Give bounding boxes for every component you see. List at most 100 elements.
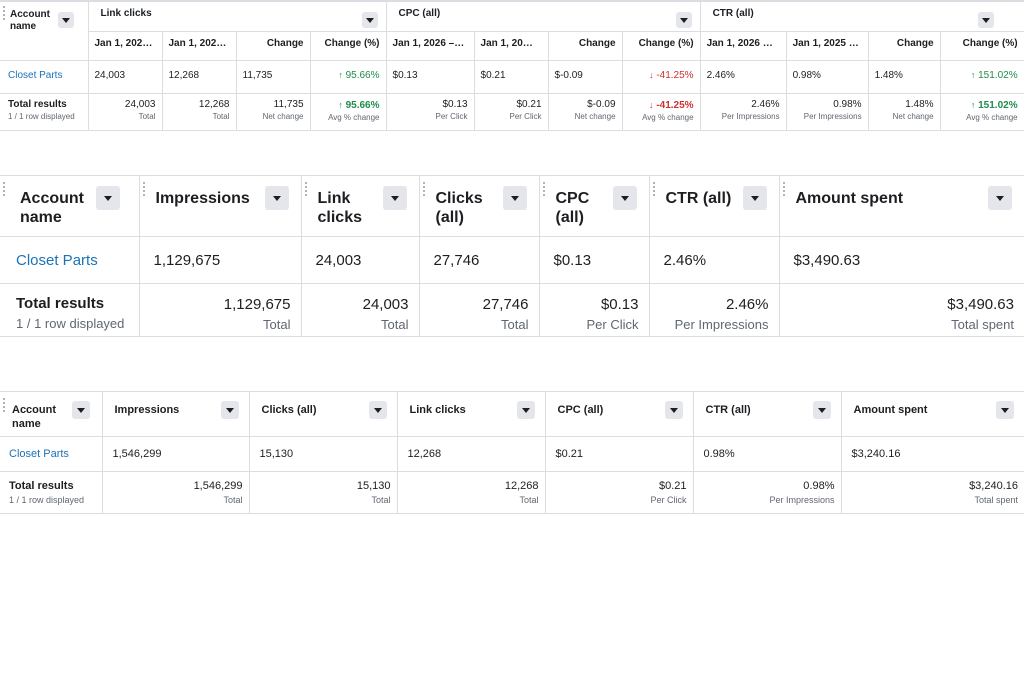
chevron-down-icon[interactable] xyxy=(96,186,120,210)
drag-handle-icon[interactable] xyxy=(304,182,309,196)
column-header-ctr[interactable]: CTR (all) xyxy=(693,391,842,437)
column-header-account-name[interactable]: Account name xyxy=(0,0,89,61)
cell-text: Per Click xyxy=(650,495,687,505)
totals-cell: $-0.09 Net change xyxy=(548,93,623,131)
column-header-link-clicks[interactable]: Link clicks xyxy=(301,175,420,237)
chevron-down-icon[interactable] xyxy=(502,186,527,210)
chevron-down-icon[interactable] xyxy=(664,401,683,419)
data-cell: 2.46% xyxy=(700,60,787,94)
cell-text: 11,735 xyxy=(242,70,273,81)
chevron-down-icon[interactable] xyxy=(612,186,637,210)
chevron-down-icon[interactable] xyxy=(264,186,289,210)
totals-value: ↓ -41.25% Avg % change xyxy=(623,94,700,124)
column-header-impressions[interactable]: Impressions xyxy=(139,175,302,237)
chevron-down-icon[interactable] xyxy=(382,186,407,210)
column-header-cpc[interactable]: CPC (all) xyxy=(545,391,694,437)
account-name-link[interactable]: Closet Parts xyxy=(0,436,103,472)
data-cell: 15,130 xyxy=(249,436,398,472)
totals-cell: $0.13 Per Click xyxy=(539,283,650,337)
column-header-clicks-all[interactable]: Clicks (all) xyxy=(249,391,398,437)
drag-handle-icon[interactable] xyxy=(3,398,7,412)
chevron-down-icon[interactable] xyxy=(812,401,831,419)
cell-text: 1,546,299 xyxy=(112,448,162,460)
totals-cell: 24,003 Total xyxy=(88,93,163,131)
chevron-down-icon[interactable] xyxy=(675,12,692,28)
subheader-date-previous[interactable]: Jan 1, 202… xyxy=(162,31,237,61)
chevron-down-icon[interactable] xyxy=(361,12,378,28)
chevron-down-icon[interactable] xyxy=(742,186,767,210)
group-header-cpc[interactable]: CPC (all) xyxy=(386,0,701,32)
subheader-date-previous[interactable]: Jan 1, 2025 … xyxy=(786,31,869,61)
totals-value: 0.98% Per Impressions xyxy=(694,472,841,507)
cell-text: Jan 1, 202… xyxy=(94,38,153,49)
subheader-date-current[interactable]: Jan 1, 2026 … xyxy=(700,31,787,61)
column-header-clicks-all[interactable]: Clicks (all) xyxy=(419,175,540,237)
group-header-link-clicks[interactable]: Link clicks xyxy=(88,0,387,32)
cell-text: Per Impressions xyxy=(674,317,769,332)
chevron-down-icon[interactable] xyxy=(220,401,239,419)
totals-value: ↓ -41.25% xyxy=(629,99,694,112)
chevron-down-icon[interactable] xyxy=(996,401,1014,419)
cell-text: 24,003 xyxy=(94,70,126,81)
subheader-change-pct[interactable]: Change (%) xyxy=(622,31,701,61)
totals-cell: 1.48% Net change xyxy=(868,93,941,131)
chevron-down-icon[interactable] xyxy=(516,401,535,419)
cell-text[interactable]: Closet Parts xyxy=(9,448,69,460)
subheader-change[interactable]: Change xyxy=(548,31,623,61)
subheader-change-pct[interactable]: Change (%) xyxy=(940,31,1024,61)
chevron-down-icon[interactable] xyxy=(58,12,74,28)
cell-text: 2.46% xyxy=(751,99,780,110)
column-header-link-clicks[interactable]: Link clicks xyxy=(397,391,546,437)
chevron-down-icon[interactable] xyxy=(977,12,994,28)
table-row: Closet Parts 1,129,675 24,003 27,746 $0.… xyxy=(0,236,1024,284)
drag-handle-icon[interactable] xyxy=(542,182,547,196)
totals-value: 1.48% Net change xyxy=(869,94,940,123)
subheader-date-current[interactable]: Jan 1, 2026 –… xyxy=(386,31,475,61)
column-header-amount-spent[interactable]: Amount spent xyxy=(841,391,1024,437)
data-cell: 12,268 xyxy=(397,436,546,472)
drag-handle-icon[interactable] xyxy=(782,182,787,196)
subheader-row: Jan 1, 202… Jan 1, 202… Change Change (%… xyxy=(0,31,1024,61)
cell-text: CPC (all) xyxy=(555,190,590,226)
cell-text: Per Impressions xyxy=(769,495,835,505)
subheader-date-previous[interactable]: Jan 1, 20… xyxy=(474,31,549,61)
totals-cell: 27,746 Total xyxy=(419,283,540,337)
cell-text: Clicks (all) xyxy=(435,190,483,226)
totals-cell: 2.46% Per Impressions xyxy=(649,283,780,337)
column-header-amount-spent[interactable]: Amount spent xyxy=(779,175,1024,237)
column-header-account-name[interactable]: Account name xyxy=(0,391,103,437)
subheader-change[interactable]: Change xyxy=(868,31,941,61)
totals-value: 15,130 Total xyxy=(250,472,397,507)
cell-text: $0.21 xyxy=(516,99,542,110)
column-header-ctr[interactable]: CTR (all) xyxy=(649,175,780,237)
cell-text: Total xyxy=(381,317,409,332)
drag-handle-icon[interactable] xyxy=(142,182,147,196)
cell-text: $0.13 xyxy=(442,99,468,110)
account-name-link[interactable]: Closet Parts xyxy=(0,60,89,94)
chevron-down-icon[interactable] xyxy=(72,401,90,419)
cell-text: Per Click xyxy=(509,112,542,121)
cell-text: 1.48% xyxy=(874,70,903,81)
cell-text: 15,130 xyxy=(356,480,391,492)
cell-text: Per Click xyxy=(435,112,468,121)
totals-value: $3,240.16 Total spent xyxy=(842,472,1024,507)
drag-handle-icon[interactable] xyxy=(3,6,7,20)
drag-handle-icon[interactable] xyxy=(3,182,7,196)
column-header-account-name[interactable]: Account name xyxy=(0,175,140,237)
chevron-down-icon[interactable] xyxy=(368,401,387,419)
drag-handle-icon[interactable] xyxy=(652,182,657,196)
group-header-ctr[interactable]: CTR (all) xyxy=(700,0,1024,32)
data-cell: 1,129,675 xyxy=(139,236,302,284)
cell-text[interactable]: Closet Parts xyxy=(8,70,63,81)
subheader-change-pct[interactable]: Change (%) xyxy=(310,31,387,61)
cell-text: Amount spent xyxy=(853,404,928,416)
account-name-link[interactable]: Closet Parts xyxy=(0,236,140,284)
subheader-change[interactable]: Change xyxy=(236,31,311,61)
subheader-date-current[interactable]: Jan 1, 202… xyxy=(88,31,163,61)
column-header-cpc[interactable]: CPC (all) xyxy=(539,175,650,237)
chevron-down-icon[interactable] xyxy=(988,186,1012,210)
drag-handle-icon[interactable] xyxy=(422,182,427,196)
cell-text[interactable]: Closet Parts xyxy=(16,252,98,269)
table-row: Closet Parts 24,003 12,268 11,735 ↑ 95.6… xyxy=(0,60,1024,94)
column-header-impressions[interactable]: Impressions xyxy=(102,391,250,437)
